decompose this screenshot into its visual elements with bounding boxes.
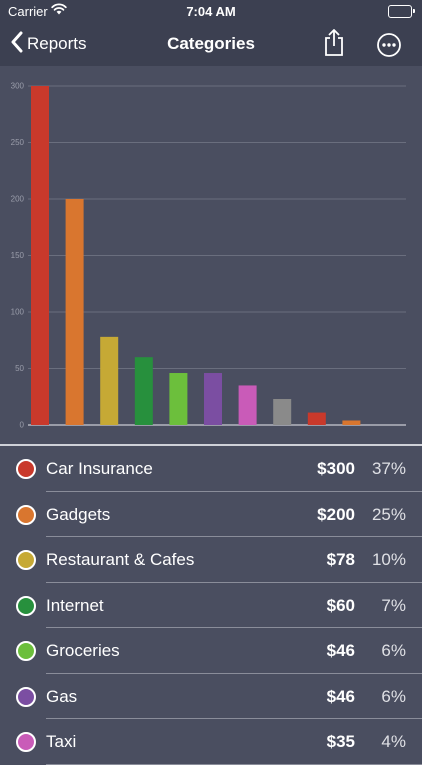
category-color-dot [16, 686, 36, 707]
status-time: 7:04 AM [186, 4, 236, 19]
y-tick-label: 0 [20, 421, 25, 430]
category-amount: $46 [326, 641, 355, 660]
row-separator [46, 490, 422, 492]
category-percent: 7% [381, 595, 406, 615]
category-percent: 25% [371, 504, 406, 524]
category-list: Car Insurance $300 37% Gadgets $200 25% … [0, 446, 422, 765]
category-amount: $60 [326, 595, 355, 615]
chart-divider [0, 444, 422, 446]
list-item-car-insurance[interactable]: Car Insurance $300 37% [0, 446, 422, 492]
category-percent: 6% [381, 641, 406, 660]
y-tick-label: 50 [15, 364, 24, 373]
row-separator [46, 672, 422, 674]
bar-chart-svg: 0 50 100 150 200 250 300 [11, 82, 406, 430]
chart-bar[interactable] [342, 420, 361, 425]
carrier-label: Carrier [8, 4, 48, 19]
category-color-dot [16, 504, 36, 525]
category-amount: $46 [326, 686, 355, 706]
bar-chart: 0 50 100 150 200 250 300 [0, 66, 422, 444]
category-color-dot [16, 732, 36, 752]
wifi-icon [51, 3, 67, 18]
category-name: Taxi [46, 732, 77, 751]
y-tick-label: 300 [11, 82, 25, 91]
battery-icon [388, 5, 415, 18]
y-tick-label: 150 [11, 251, 25, 260]
back-button[interactable]: Reports [10, 31, 87, 57]
category-name: Restaurant & Cafes [46, 550, 195, 569]
category-percent: 10% [371, 550, 406, 569]
list-item-gadgets[interactable]: Gadgets $200 25% [0, 492, 422, 537]
chart-bar[interactable] [238, 385, 257, 425]
row-separator [46, 536, 422, 537]
category-name: Car Insurance [46, 459, 153, 478]
chart-bar[interactable] [273, 399, 292, 425]
row-separator [46, 763, 422, 765]
category-name: Gas [46, 686, 78, 706]
category-amount: $78 [326, 550, 355, 569]
y-tick-label: 100 [11, 308, 25, 317]
category-percent: 4% [381, 732, 406, 751]
category-amount: $300 [317, 459, 355, 478]
chevron-left-icon [10, 31, 27, 58]
list-item-groceries[interactable]: Groceries $46 6% [0, 628, 422, 674]
category-name: Groceries [46, 641, 120, 660]
navigation-bar: Reports Categories [0, 22, 422, 66]
row-separator [46, 581, 422, 583]
category-amount: $200 [317, 504, 355, 524]
back-button-label: Reports [27, 34, 87, 53]
list-item-restaurant-cafes[interactable]: Restaurant & Cafes $78 10% [0, 537, 422, 583]
category-amount: $35 [326, 732, 355, 751]
chart-bar[interactable] [169, 373, 188, 425]
chart-bar[interactable] [307, 412, 326, 425]
ellipsis-circle-icon [376, 33, 402, 62]
list-item-taxi[interactable]: Taxi $35 4% [0, 719, 422, 765]
status-bar: Carrier 7:04 AM [0, 0, 422, 22]
y-tick-label: 250 [11, 138, 25, 147]
share-icon [322, 29, 346, 62]
row-separator [46, 718, 422, 719]
category-name: Internet [46, 595, 104, 615]
category-color-dot [16, 550, 36, 570]
list-item-gas[interactable]: Gas $46 6% [0, 674, 422, 719]
share-button[interactable] [322, 28, 346, 58]
category-name: Gadgets [46, 504, 111, 524]
category-color-dot [16, 595, 36, 616]
list-item-internet[interactable]: Internet $60 7% [0, 583, 422, 628]
chart-bar[interactable] [134, 357, 153, 425]
chart-bar[interactable] [65, 199, 84, 425]
y-tick-label: 200 [11, 195, 25, 204]
category-color-dot [16, 459, 36, 479]
category-color-dot [16, 641, 36, 661]
chart-bar[interactable] [100, 336, 119, 425]
chart-bar[interactable] [204, 373, 222, 425]
chart-bar[interactable] [31, 86, 49, 425]
more-options-button[interactable] [376, 32, 402, 58]
row-separator [46, 627, 422, 628]
page-title: Categories [167, 34, 255, 53]
category-percent: 6% [381, 686, 406, 706]
category-percent: 37% [371, 459, 406, 478]
